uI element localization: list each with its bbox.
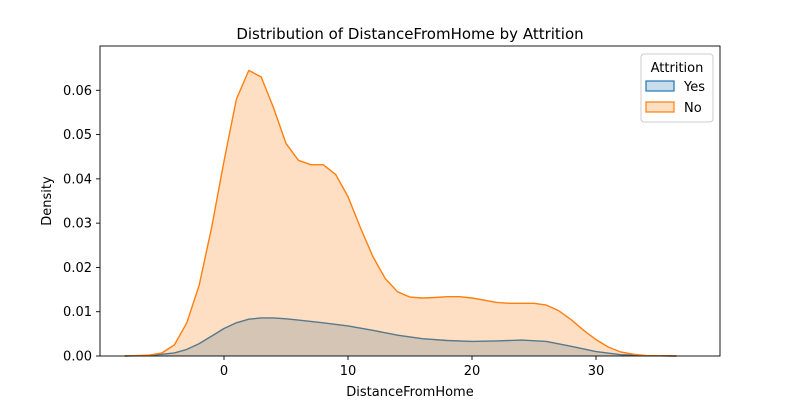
x-tick-label: 20 <box>464 364 481 379</box>
y-tick-label: 0.00 <box>63 350 92 365</box>
series-line-no <box>124 69 677 357</box>
x-tick-label: 30 <box>588 364 605 379</box>
legend-label-no: No <box>684 101 702 116</box>
y-tick-label: 0.06 <box>63 84 92 99</box>
chart-title: Distribution of DistanceFromHome by Attr… <box>236 25 583 43</box>
legend: Attrition Yes No <box>640 53 714 123</box>
y-tick-label: 0.01 <box>63 305 92 320</box>
legend-label-yes: Yes <box>683 80 705 95</box>
y-axis-ticks: 0.00 0.01 0.02 0.03 0.04 0.05 0.06 <box>63 84 100 365</box>
series-area-yes <box>124 317 677 356</box>
legend-box <box>640 53 714 123</box>
legend-swatch-yes <box>645 80 675 92</box>
x-tick-label: 0 <box>220 364 228 379</box>
y-tick-label: 0.03 <box>63 217 92 232</box>
y-tick-label: 0.02 <box>63 261 92 276</box>
x-axis-label: DistanceFromHome <box>346 385 473 400</box>
legend-swatch-no <box>645 101 675 113</box>
x-axis-ticks: 0 10 20 30 <box>220 356 604 379</box>
series-area-no <box>124 70 677 357</box>
series-layer <box>124 69 677 357</box>
plot-frame <box>99 45 721 357</box>
y-tick-label: 0.05 <box>63 128 92 143</box>
series-line-yes <box>124 317 677 357</box>
legend-title: Attrition <box>651 61 704 76</box>
y-tick-label: 0.04 <box>63 172 92 187</box>
y-axis-label: Density <box>40 176 55 226</box>
legend-items: Yes No <box>645 80 705 116</box>
x-tick-label: 10 <box>340 364 357 379</box>
